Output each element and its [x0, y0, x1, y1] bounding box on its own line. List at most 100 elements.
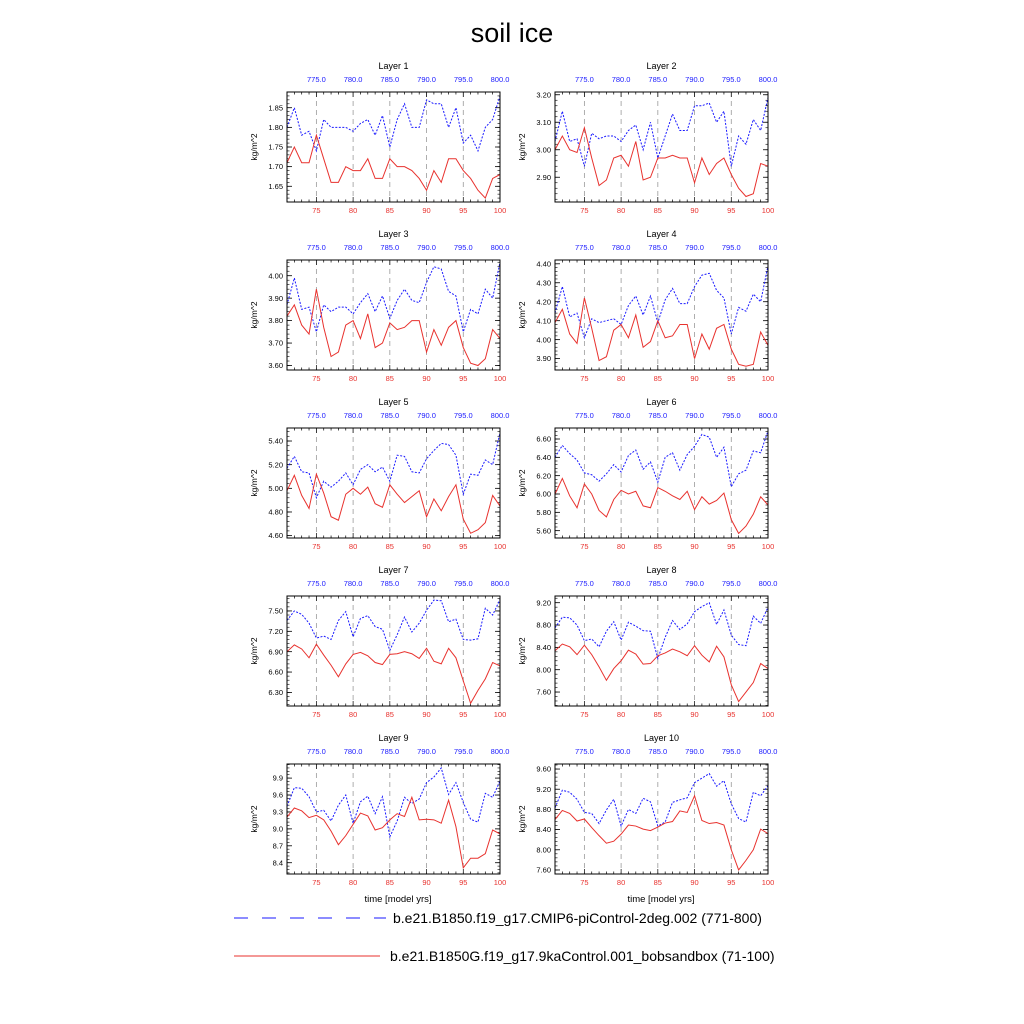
x-top-tick-label: 785.0: [648, 243, 667, 252]
x-tick-label: 85: [654, 206, 662, 215]
panel-layer-5: Layer 5 75 80 85 90 95 100 775.0 780.0 785.0 790.0…: [249, 397, 509, 551]
plot-frame: [286, 259, 501, 371]
x-top-tick-label: 775.0: [575, 411, 594, 420]
y-tick-label: 4.00: [268, 271, 283, 280]
x-tick-label: 80: [617, 710, 625, 719]
x-tick-label: 85: [386, 374, 394, 383]
x-tick-label: 95: [459, 878, 467, 887]
x-tick-label: 85: [654, 374, 662, 383]
x-top-tick-label: 785.0: [380, 747, 399, 756]
y-tick-label: 4.30: [536, 278, 551, 287]
y-tick-label: 1.65: [268, 182, 283, 191]
y-tick-label: 1.80: [268, 123, 283, 132]
x-tick-label: 85: [654, 710, 662, 719]
panel-title: Layer 5: [378, 397, 408, 407]
panel-title: Layer 3: [378, 229, 408, 239]
x-tick-label: 80: [617, 206, 625, 215]
y-axis-label: kg/m^2: [517, 469, 527, 496]
x-top-tick-label: 780.0: [612, 411, 631, 420]
x-tick-label: 90: [690, 374, 698, 383]
y-axis-label: kg/m^2: [249, 805, 259, 832]
panel-layer-8: Layer 8 75 80 85 90 95 100 775.0 780.0 785.0 790.0…: [517, 565, 777, 719]
x-top-tick-label: 780.0: [612, 75, 631, 84]
x-top-tick-label: 795.0: [454, 747, 473, 756]
y-tick-label: 3.80: [268, 316, 283, 325]
y-tick-label: 9.6: [273, 791, 283, 800]
y-tick-label: 6.60: [536, 435, 551, 444]
y-tick-label: 9.60: [536, 765, 551, 774]
x-top-tick-label: 775.0: [307, 747, 326, 756]
x-tick-label: 75: [580, 206, 588, 215]
x-top-tick-label: 775.0: [307, 411, 326, 420]
y-tick-label: 8.00: [536, 845, 551, 854]
y-tick-label: 3.10: [536, 118, 551, 127]
x-tick-label: 85: [386, 542, 394, 551]
y-axis-label: kg/m^2: [517, 301, 527, 328]
plot-frame: [554, 259, 769, 371]
x-top-tick-label: 780.0: [344, 75, 363, 84]
x-tick-label: 90: [690, 542, 698, 551]
series-line-red: [286, 289, 501, 367]
x-tick-label: 75: [312, 710, 320, 719]
x-top-tick-label: 780.0: [612, 243, 631, 252]
x-tick-label: 100: [494, 374, 507, 383]
x-top-tick-label: 800.0: [759, 579, 778, 588]
x-tick-label: 95: [727, 878, 735, 887]
x-top-tick-label: 795.0: [454, 579, 473, 588]
x-top-tick-label: 785.0: [380, 75, 399, 84]
x-top-tick-label: 785.0: [648, 579, 667, 588]
x-tick-label: 75: [312, 374, 320, 383]
x-top-tick-label: 775.0: [575, 75, 594, 84]
x-top-tick-label: 775.0: [575, 747, 594, 756]
plot-frame: [554, 763, 769, 875]
x-top-tick-label: 800.0: [759, 243, 778, 252]
x-top-tick-label: 785.0: [380, 411, 399, 420]
y-axis-label: kg/m^2: [249, 301, 259, 328]
x-tick-label: 85: [654, 542, 662, 551]
series-line-red: [554, 297, 769, 367]
x-top-tick-label: 790.0: [685, 411, 704, 420]
plot-frame: [286, 763, 501, 875]
series-line-red: [286, 133, 501, 200]
series-line-blue: [554, 97, 769, 167]
y-tick-label: 5.60: [536, 526, 551, 535]
panel-title: Layer 9: [378, 733, 408, 743]
y-tick-label: 7.60: [536, 688, 551, 697]
y-tick-label: 9.0: [273, 824, 283, 833]
x-tick-label: 100: [762, 542, 775, 551]
series-line-blue: [554, 430, 769, 489]
y-tick-label: 6.30: [268, 688, 283, 697]
x-tick-label: 75: [312, 878, 320, 887]
y-axis-label: kg/m^2: [249, 637, 259, 664]
plot-frame: [286, 427, 501, 539]
x-top-tick-label: 795.0: [454, 75, 473, 84]
y-tick-label: 9.20: [536, 785, 551, 794]
panel-title: Layer 8: [646, 565, 676, 575]
y-tick-label: 5.40: [268, 437, 283, 446]
x-tick-label: 90: [422, 542, 430, 551]
series-line-red: [286, 643, 501, 705]
plot-frame: [286, 91, 501, 203]
x-tick-label: 80: [349, 206, 357, 215]
y-tick-label: 6.20: [536, 471, 551, 480]
y-tick-label: 8.40: [536, 643, 551, 652]
y-tick-label: 3.70: [268, 339, 283, 348]
x-tick-label: 95: [727, 542, 735, 551]
x-top-tick-label: 800.0: [759, 747, 778, 756]
x-tick-label: 85: [386, 878, 394, 887]
x-top-tick-label: 795.0: [722, 243, 741, 252]
y-tick-label: 8.4: [273, 858, 283, 867]
x-tick-label: 95: [727, 374, 735, 383]
x-top-tick-label: 775.0: [575, 243, 594, 252]
x-top-tick-label: 795.0: [722, 747, 741, 756]
y-tick-label: 3.20: [536, 90, 551, 99]
x-tick-label: 85: [654, 878, 662, 887]
x-top-tick-label: 790.0: [685, 243, 704, 252]
panel-title: Layer 4: [646, 229, 676, 239]
y-tick-label: 4.80: [268, 508, 283, 517]
x-axis-label-right: time [model yrs]: [627, 894, 694, 905]
series-line-blue: [286, 262, 501, 334]
x-tick-label: 80: [617, 374, 625, 383]
x-tick-label: 75: [580, 542, 588, 551]
